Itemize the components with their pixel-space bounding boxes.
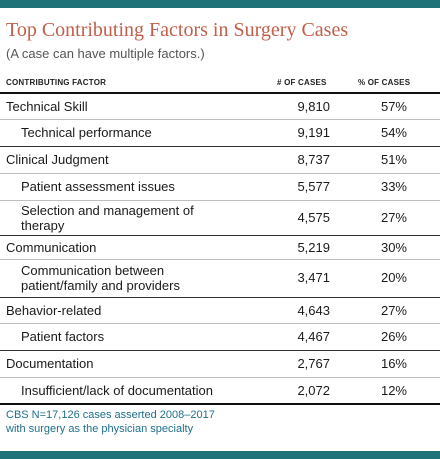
row-label-line1: Selection and management of [21, 203, 194, 218]
row-cases: 2,767 [297, 356, 330, 371]
table-row: Patient factors 4,467 26% [0, 323, 440, 350]
header-cases: # OF CASES [277, 78, 327, 87]
row-cases: 5,219 [297, 240, 330, 255]
table-row: Patient assessment issues 5,577 33% [0, 173, 440, 200]
row-pct: 16% [380, 356, 407, 371]
footnote-line2: with surgery as the physician specialty [6, 423, 194, 435]
factors-table: CONTRIBUTING FACTOR # OF CASES % OF CASE… [0, 72, 440, 404]
header-pct: % OF CASES [358, 78, 411, 87]
table-row: Insufficient/lack of documentation 2,072… [0, 377, 440, 404]
table-header: CONTRIBUTING FACTOR # OF CASES % OF CASE… [0, 72, 440, 94]
row-pct: 20% [380, 270, 407, 285]
header-factor: CONTRIBUTING FACTOR [6, 78, 107, 87]
row-pct: 33% [380, 179, 407, 194]
row-label: Patient factors [21, 329, 105, 344]
row-label: Clinical Judgment [6, 152, 109, 167]
page-title: Top Contributing Factors in Surgery Case… [6, 19, 349, 41]
row-label: Insufficient/lack of documentation [21, 383, 213, 398]
row-label-line1: Communication between [21, 263, 165, 278]
row-label: Patient assessment issues [21, 179, 175, 194]
table-row: Technical performance 9,191 54% [0, 119, 440, 146]
row-cases: 9,191 [297, 125, 330, 140]
row-pct: 54% [380, 125, 407, 140]
row-cases: 2,072 [297, 383, 330, 398]
row-cases: 4,467 [297, 329, 330, 344]
row-label-line2: therapy [21, 218, 65, 233]
row-cases: 9,810 [297, 99, 330, 114]
row-cases: 3,471 [297, 270, 330, 285]
row-pct: 12% [380, 383, 407, 398]
row-label-line2: patient/family and providers [21, 278, 180, 293]
row-pct: 57% [380, 99, 407, 114]
row-pct: 27% [380, 303, 407, 318]
row-label: Communication between patient/family and… [21, 263, 180, 293]
row-cases: 8,737 [297, 152, 330, 167]
table-bottom-rule [0, 403, 440, 405]
top-accent-bar [0, 0, 440, 8]
table-row: Behavior-related 4,643 27% [0, 297, 440, 323]
row-label: Technical Skill [6, 99, 88, 114]
row-cases: 4,575 [297, 210, 330, 225]
bottom-accent-bar [0, 451, 440, 459]
row-label: Technical performance [21, 125, 152, 140]
row-cases: 4,643 [297, 303, 330, 318]
row-label: Documentation [6, 356, 94, 371]
table-row: Technical Skill 9,810 57% [0, 94, 440, 119]
table-row: Clinical Judgment 8,737 51% [0, 146, 440, 173]
table-row: Communication 5,219 30% [0, 235, 440, 259]
row-cases: 5,577 [297, 179, 330, 194]
footnote-line1: CBS N=17,126 cases asserted 2008–2017 [6, 409, 215, 421]
row-label: Communication [6, 240, 97, 255]
row-pct: 26% [380, 329, 407, 344]
row-label: Behavior-related [6, 303, 102, 318]
row-pct: 30% [380, 240, 407, 255]
table-row: Selection and management of therapy 4,57… [0, 200, 440, 235]
row-label: Selection and management of therapy [21, 203, 194, 233]
page-subtitle: (A case can have multiple factors.) [6, 46, 205, 61]
row-pct: 27% [380, 210, 407, 225]
table-row: Documentation 2,767 16% [0, 350, 440, 377]
row-pct: 51% [380, 152, 407, 167]
table-row: Communication between patient/family and… [0, 259, 440, 297]
footnote: CBS N=17,126 cases asserted 2008–2017 wi… [6, 408, 215, 436]
